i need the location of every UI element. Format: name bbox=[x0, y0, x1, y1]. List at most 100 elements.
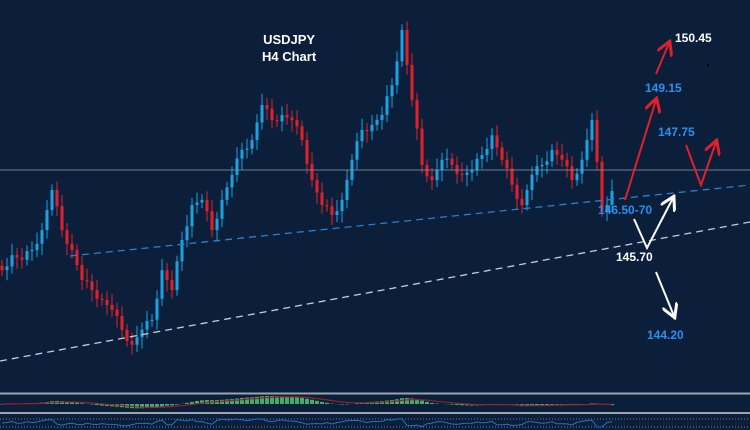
candle bbox=[570, 166, 574, 181]
candle bbox=[20, 257, 24, 260]
macd-bar bbox=[140, 404, 144, 409]
candle bbox=[345, 179, 349, 200]
macd-bar bbox=[305, 398, 309, 404]
candle bbox=[400, 29, 404, 62]
candle bbox=[190, 205, 194, 227]
macd-bar bbox=[545, 404, 549, 406]
candle bbox=[255, 122, 259, 140]
macd-bar bbox=[310, 399, 314, 404]
candle bbox=[290, 117, 294, 121]
macd-bar bbox=[415, 399, 419, 404]
candle bbox=[200, 199, 204, 203]
macd-bar bbox=[540, 404, 544, 406]
candle bbox=[5, 266, 9, 271]
macd-bar bbox=[275, 396, 279, 404]
candle bbox=[485, 148, 489, 156]
candle bbox=[470, 170, 474, 173]
macd-bar bbox=[245, 397, 249, 404]
macd-bar bbox=[450, 404, 454, 405]
candle bbox=[315, 180, 319, 193]
candle bbox=[50, 189, 54, 211]
macd-bar bbox=[395, 399, 399, 404]
macd-bar bbox=[135, 404, 139, 409]
macd-bar bbox=[185, 402, 189, 404]
candle bbox=[260, 105, 264, 123]
candle bbox=[0, 265, 4, 271]
macd-bar bbox=[145, 404, 149, 409]
candle bbox=[245, 148, 249, 150]
candle bbox=[540, 164, 544, 167]
macd-bar bbox=[250, 397, 254, 404]
candle bbox=[45, 210, 49, 231]
candle bbox=[370, 124, 374, 132]
macd-bar bbox=[240, 397, 244, 404]
macd-bar bbox=[175, 404, 179, 405]
candle bbox=[355, 141, 359, 160]
macd-bar bbox=[280, 396, 284, 404]
candle bbox=[195, 202, 199, 206]
candle bbox=[590, 120, 594, 140]
candle bbox=[445, 158, 449, 160]
macd-bar bbox=[400, 398, 404, 404]
macd-bar bbox=[105, 404, 109, 406]
macd-bar bbox=[170, 404, 174, 406]
macd-bar bbox=[460, 404, 464, 406]
macd-bar bbox=[235, 398, 239, 404]
candle bbox=[110, 304, 114, 310]
macd-bar bbox=[320, 401, 324, 404]
candle bbox=[365, 130, 369, 132]
level-145-70: 145.70 bbox=[616, 250, 653, 264]
macd-bar bbox=[590, 403, 594, 404]
macd-bar bbox=[465, 404, 469, 406]
candle bbox=[405, 29, 409, 65]
candle bbox=[80, 265, 84, 281]
oscillator-panel bbox=[1, 418, 613, 428]
candle bbox=[285, 114, 289, 118]
candle bbox=[395, 61, 399, 86]
macd-bar bbox=[70, 401, 74, 404]
macd-bar bbox=[420, 400, 424, 404]
macd-bar bbox=[265, 396, 269, 404]
candle bbox=[140, 329, 144, 338]
candle bbox=[125, 329, 129, 342]
target-147-75: 147.75 bbox=[658, 125, 695, 139]
candle bbox=[300, 126, 304, 140]
candle bbox=[435, 169, 439, 181]
candle bbox=[595, 120, 599, 162]
red-arrow-up-2 bbox=[655, 43, 669, 75]
candle bbox=[420, 128, 424, 165]
candle bbox=[130, 341, 134, 345]
candle bbox=[585, 139, 589, 160]
candle bbox=[465, 172, 469, 175]
candle bbox=[175, 261, 179, 291]
candle bbox=[495, 135, 499, 148]
macd-bar bbox=[315, 400, 319, 404]
candle bbox=[235, 158, 239, 175]
candle bbox=[160, 270, 164, 299]
candle bbox=[490, 135, 494, 149]
macd-bar bbox=[100, 404, 104, 406]
macd-bar bbox=[610, 404, 614, 406]
candle bbox=[85, 280, 89, 282]
candle bbox=[230, 174, 234, 188]
candle bbox=[440, 159, 444, 170]
candle bbox=[530, 174, 534, 190]
candle bbox=[380, 114, 384, 120]
candle bbox=[360, 130, 364, 142]
candle bbox=[270, 108, 274, 121]
candle bbox=[340, 199, 344, 212]
candle bbox=[580, 159, 584, 174]
candle bbox=[220, 199, 224, 219]
candle bbox=[455, 164, 459, 174]
macd-bar bbox=[255, 396, 259, 404]
macd-bar bbox=[455, 404, 459, 405]
candle bbox=[525, 189, 529, 206]
candle bbox=[415, 99, 419, 129]
candle bbox=[295, 120, 299, 127]
macd-bar bbox=[80, 403, 84, 404]
candle bbox=[170, 280, 174, 291]
candle bbox=[205, 199, 209, 212]
candle bbox=[40, 230, 44, 244]
candle bbox=[390, 85, 394, 97]
